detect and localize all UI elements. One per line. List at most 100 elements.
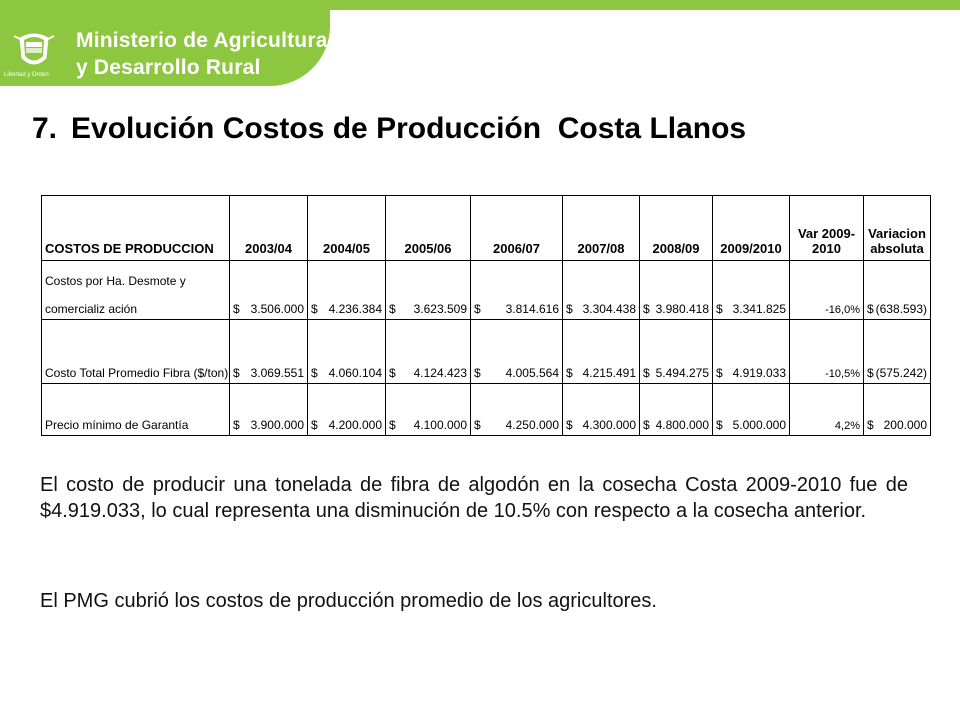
absolute-variation-cell: $ (638.593) [863, 260, 931, 320]
page-title: 7. Evolución Costos de Producción Costa L… [32, 112, 746, 146]
currency-symbol: $ [867, 302, 874, 316]
currency-symbol: $ [716, 418, 723, 432]
cost-cell: $3.304.438 [562, 260, 640, 320]
col-header-concept: COSTOS DE PRODUCCION [41, 195, 230, 261]
production-costs-table-container: COSTOS DE PRODUCCION 2003/04 2004/05 200… [41, 195, 931, 436]
cost-cell: $4.919.033 [712, 319, 790, 384]
cost-value: 3.506.000 [250, 302, 304, 316]
currency-symbol: $ [233, 366, 240, 380]
col-header-2009-2010: 2009/2010 [712, 195, 790, 261]
absolute-variation-cell: $200.000 [863, 383, 931, 436]
title-text: Evolución Costos de Producción Costa Lla… [71, 112, 747, 145]
row-label-line2: comercializ ación [45, 302, 138, 316]
cost-cell: $4.250.000 [470, 383, 563, 436]
cost-value: 4.200.000 [328, 418, 382, 432]
ministry-name-line1: Ministerio de Agricultura [76, 29, 328, 52]
col-header-2005-06: 2005/06 [385, 195, 471, 261]
variation-percent: -16,0% [789, 260, 864, 320]
cost-cell: $3.506.000 [229, 260, 308, 320]
variation-percent: 4,2% [789, 383, 864, 436]
currency-symbol: $ [474, 302, 481, 316]
cost-cell: $4.100.000 [385, 383, 471, 436]
col-header-variation-line2: 2010 [812, 241, 841, 256]
cost-value: 3.814.616 [505, 302, 559, 316]
ministry-name-line2: y Desarrollo Rural [76, 56, 261, 79]
cost-value: 4.124.423 [413, 366, 467, 380]
col-header-2008-09: 2008/09 [639, 195, 713, 261]
currency-symbol: $ [643, 418, 650, 432]
currency-symbol: $ [867, 418, 874, 432]
table-row: Costos por Ha. Desmote y comercializ ació… [41, 260, 931, 320]
currency-symbol: $ [867, 366, 874, 380]
table-row: Costo Total Promedio Fibra ($/ton) $3.069… [41, 319, 931, 384]
currency-symbol: $ [389, 418, 396, 432]
cost-cell: $4.215.491 [562, 319, 640, 384]
currency-symbol: $ [566, 302, 573, 316]
cost-value: 3.341.825 [732, 302, 786, 316]
currency-symbol: $ [311, 366, 318, 380]
currency-symbol: $ [643, 366, 650, 380]
pmg-paragraph: El PMG cubrió los costos de producción p… [40, 590, 657, 612]
col-header-absolute-line2: absoluta [870, 241, 924, 256]
row-label: Precio mínimo de Garantía [41, 383, 230, 436]
cost-value: 4.100.000 [413, 418, 467, 432]
coat-of-arms-icon [13, 33, 55, 65]
currency-symbol: $ [389, 302, 396, 316]
cost-value: 4.236.384 [328, 302, 382, 316]
absolute-variation-value: 200.000 [883, 418, 927, 432]
variation-percent: -10,5% [789, 319, 864, 384]
currency-symbol: $ [716, 302, 723, 316]
cost-cell: $4.800.000 [639, 383, 713, 436]
brand-top-bar [0, 0, 960, 10]
cost-cell: $4.060.104 [307, 319, 386, 384]
cost-value: 4.215.491 [582, 366, 636, 380]
cost-cell: $4.124.423 [385, 319, 471, 384]
currency-symbol: $ [474, 366, 481, 380]
col-header-absolute-line1: Variacion [868, 226, 926, 241]
currency-symbol: $ [643, 302, 650, 316]
cost-cell: $4.005.564 [470, 319, 563, 384]
table-row: Precio mínimo de Garantía $3.900.000 $4.20… [41, 383, 931, 436]
production-costs-table: COSTOS DE PRODUCCION 2003/04 2004/05 200… [41, 195, 931, 436]
cost-value: 3.069.551 [250, 366, 304, 380]
col-header-variation: Var 2009- 2010 [789, 195, 864, 261]
currency-symbol: $ [566, 418, 573, 432]
cost-value: 3.623.509 [413, 302, 467, 316]
currency-symbol: $ [566, 366, 573, 380]
currency-symbol: $ [716, 366, 723, 380]
absolute-variation-cell: $ (575.242) [863, 319, 931, 384]
col-header-absolute: Variacion absoluta [863, 195, 931, 261]
col-header-variation-line1: Var 2009- [797, 226, 856, 241]
cost-value: 4.005.564 [505, 366, 559, 380]
currency-symbol: $ [474, 418, 481, 432]
currency-symbol: $ [311, 302, 318, 316]
currency-symbol: $ [389, 366, 396, 380]
cost-cell: $3.814.616 [470, 260, 563, 320]
currency-symbol: $ [233, 418, 240, 432]
cost-cell: $4.200.000 [307, 383, 386, 436]
currency-symbol: $ [311, 418, 318, 432]
crest-motto: Libertad y Orden [4, 72, 49, 78]
cost-cell: $5.000.000 [712, 383, 790, 436]
col-header-2004-05: 2004/05 [307, 195, 386, 261]
cost-value: 3.980.418 [655, 302, 709, 316]
currency-symbol: $ [233, 302, 240, 316]
cost-cell: $3.069.551 [229, 319, 308, 384]
absolute-variation-value: (575.242) [875, 366, 927, 380]
cost-cell: $5.494.275 [639, 319, 713, 384]
cost-value: 5.000.000 [732, 418, 786, 432]
title-number: 7. [32, 112, 58, 145]
cost-value: 4.800.000 [655, 418, 709, 432]
cost-cell: $4.236.384 [307, 260, 386, 320]
row-label-line1: Costo Total Promedio Fibra ($/ton) [45, 366, 229, 380]
cost-cell: $4.300.000 [562, 383, 640, 436]
cost-value: 3.900.000 [250, 418, 304, 432]
absolute-variation-value: (638.593) [875, 302, 927, 316]
cost-value: 5.494.275 [655, 366, 709, 380]
cost-cell: $3.341.825 [712, 260, 790, 320]
row-label: Costos por Ha. Desmote y comercializ ació… [41, 260, 230, 320]
row-label-line1: Precio mínimo de Garantía [45, 418, 189, 432]
cost-value: 4.060.104 [328, 366, 382, 380]
cost-value: 4.250.000 [505, 418, 559, 432]
cost-value: 3.304.438 [582, 302, 636, 316]
